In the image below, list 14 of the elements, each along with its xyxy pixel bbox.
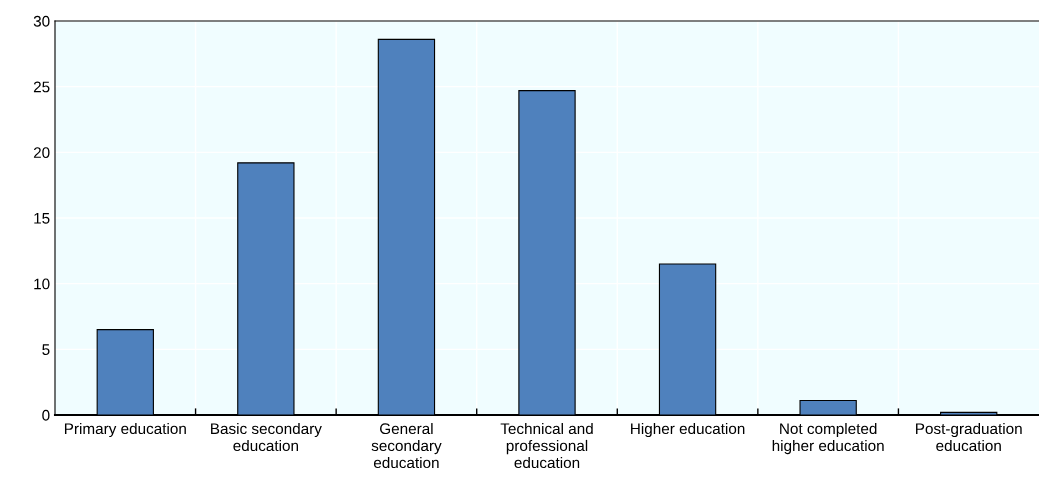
x-tick-label: Basic secondary education	[211, 422, 322, 452]
x-tick-label: Post-graduation education	[916, 422, 1022, 452]
y-tick-label: 10	[34, 278, 50, 290]
y-tick-label: 0	[42, 409, 50, 421]
x-tick-label: Primary education	[64, 422, 186, 438]
y-tick-label: 25	[33, 81, 50, 93]
x-tick-label: Technical and professional education	[500, 422, 593, 469]
y-tick-label: 15	[34, 213, 50, 224]
x-tick-label: Higher education	[631, 422, 745, 438]
x-tick-label: General secondary education	[371, 422, 442, 469]
y-tick-label: 20	[33, 147, 50, 159]
y-tick-label: 5	[42, 344, 50, 356]
x-tick-label: Not completed higher education	[772, 422, 884, 455]
y-tick-label: 30	[33, 15, 50, 27]
